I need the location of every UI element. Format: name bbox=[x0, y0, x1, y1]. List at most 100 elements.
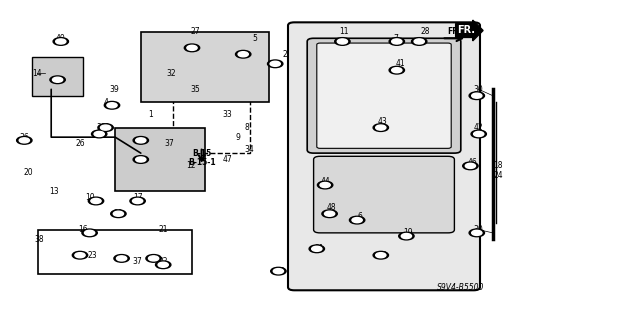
Circle shape bbox=[104, 101, 120, 109]
Circle shape bbox=[373, 251, 388, 259]
Text: 39: 39 bbox=[109, 85, 119, 94]
FancyBboxPatch shape bbox=[288, 22, 480, 290]
Circle shape bbox=[412, 38, 427, 45]
Circle shape bbox=[349, 216, 365, 224]
Circle shape bbox=[337, 39, 348, 44]
Circle shape bbox=[146, 255, 161, 262]
Text: 32: 32 bbox=[166, 69, 177, 78]
Circle shape bbox=[376, 253, 386, 258]
Circle shape bbox=[376, 125, 386, 130]
Circle shape bbox=[132, 198, 143, 204]
Text: 20: 20 bbox=[24, 168, 34, 177]
Text: 39: 39 bbox=[100, 123, 111, 132]
Circle shape bbox=[92, 130, 107, 138]
Circle shape bbox=[271, 267, 286, 275]
Circle shape bbox=[389, 38, 404, 45]
Circle shape bbox=[148, 256, 159, 261]
Circle shape bbox=[474, 131, 484, 137]
Text: FR.: FR. bbox=[447, 27, 461, 36]
Circle shape bbox=[324, 211, 335, 216]
Text: 41: 41 bbox=[395, 59, 405, 68]
Circle shape bbox=[130, 197, 145, 205]
Text: 11: 11 bbox=[340, 27, 349, 36]
Circle shape bbox=[114, 255, 129, 262]
Text: B-15: B-15 bbox=[192, 149, 211, 158]
Circle shape bbox=[414, 39, 424, 44]
Text: 34: 34 bbox=[244, 145, 255, 154]
Circle shape bbox=[392, 39, 402, 44]
FancyBboxPatch shape bbox=[314, 156, 454, 233]
Text: 23: 23 bbox=[88, 251, 98, 260]
Circle shape bbox=[187, 45, 197, 50]
Circle shape bbox=[158, 262, 168, 267]
Circle shape bbox=[50, 76, 65, 84]
Text: 4: 4 bbox=[103, 98, 108, 107]
Circle shape bbox=[17, 137, 32, 144]
Circle shape bbox=[471, 130, 486, 138]
Text: 5: 5 bbox=[252, 34, 257, 43]
Text: 12: 12 bbox=[186, 161, 195, 170]
Bar bbox=[141, 32, 269, 102]
Text: 15: 15 bbox=[275, 267, 285, 276]
Text: 40: 40 bbox=[56, 34, 66, 43]
Text: 45: 45 bbox=[378, 251, 388, 260]
Text: 3: 3 bbox=[97, 123, 102, 132]
Circle shape bbox=[270, 61, 280, 66]
Text: 37: 37 bbox=[132, 257, 143, 266]
Bar bbox=[115, 128, 205, 191]
Circle shape bbox=[72, 251, 88, 259]
Circle shape bbox=[268, 60, 283, 68]
Text: 24: 24 bbox=[493, 171, 503, 180]
Circle shape bbox=[472, 230, 482, 235]
Text: 48: 48 bbox=[326, 203, 337, 212]
Text: 2: 2 bbox=[282, 50, 287, 59]
Circle shape bbox=[100, 125, 111, 130]
Text: 42: 42 bbox=[474, 123, 484, 132]
Text: 36: 36 bbox=[19, 133, 29, 142]
Bar bbox=[38, 230, 192, 274]
Text: 14: 14 bbox=[32, 69, 42, 78]
Circle shape bbox=[184, 44, 200, 52]
Text: 13: 13 bbox=[49, 187, 60, 196]
Text: 43: 43 bbox=[378, 117, 388, 126]
Text: FR.: FR. bbox=[458, 26, 476, 35]
Circle shape bbox=[373, 124, 388, 131]
Text: 19: 19 bbox=[403, 228, 413, 237]
Circle shape bbox=[312, 246, 322, 251]
Text: 10: 10 bbox=[84, 193, 95, 202]
Text: 1: 1 bbox=[148, 110, 153, 119]
Circle shape bbox=[19, 138, 29, 143]
Text: 35: 35 bbox=[190, 85, 200, 94]
Text: 33: 33 bbox=[222, 110, 232, 119]
Bar bbox=[173, 96, 250, 153]
Circle shape bbox=[94, 131, 104, 137]
Text: S9V4-B5500: S9V4-B5500 bbox=[437, 283, 484, 292]
Circle shape bbox=[273, 269, 284, 274]
FancyBboxPatch shape bbox=[307, 38, 461, 153]
Text: 30: 30 bbox=[474, 225, 484, 234]
Circle shape bbox=[56, 39, 66, 44]
Circle shape bbox=[401, 234, 412, 239]
Circle shape bbox=[107, 103, 117, 108]
Circle shape bbox=[111, 210, 126, 218]
Circle shape bbox=[469, 229, 484, 237]
Circle shape bbox=[52, 77, 63, 82]
Text: 44: 44 bbox=[320, 177, 330, 186]
Circle shape bbox=[389, 66, 404, 74]
Text: 38: 38 bbox=[35, 235, 45, 244]
Circle shape bbox=[463, 162, 478, 170]
Text: 22: 22 bbox=[159, 257, 168, 266]
Circle shape bbox=[238, 52, 248, 57]
Circle shape bbox=[465, 163, 476, 168]
Text: B-15-1: B-15-1 bbox=[188, 158, 216, 167]
Text: 30: 30 bbox=[474, 85, 484, 94]
Text: 31: 31 bbox=[314, 244, 324, 253]
Circle shape bbox=[116, 256, 127, 261]
Text: 46: 46 bbox=[467, 158, 477, 167]
Circle shape bbox=[317, 181, 333, 189]
Circle shape bbox=[88, 197, 104, 205]
Circle shape bbox=[469, 92, 484, 100]
Circle shape bbox=[84, 230, 95, 235]
Circle shape bbox=[309, 245, 324, 253]
Circle shape bbox=[136, 157, 146, 162]
